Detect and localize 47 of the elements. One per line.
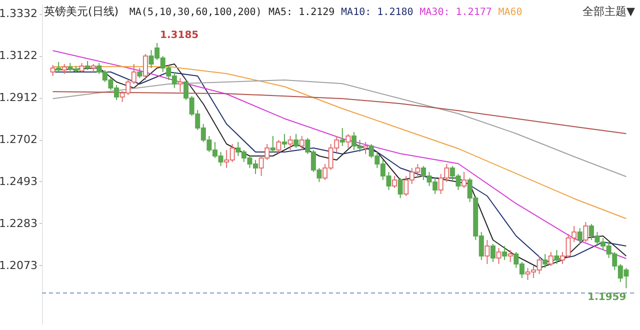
line-series — [52, 80, 627, 178]
candlestick — [484, 240, 490, 264]
candlestick — [542, 254, 548, 268]
annotation: 1.3185 — [160, 30, 199, 41]
y-tick-label: 1.3122 — [0, 49, 38, 62]
candlestick — [346, 134, 351, 148]
candlestick — [577, 228, 582, 244]
text: MA10: 1.2180 — [341, 7, 414, 18]
text: MA60 — [498, 7, 522, 18]
candlestick — [496, 248, 502, 264]
y-tick-label: 1.2702 — [0, 133, 38, 146]
candlestick — [583, 222, 588, 242]
candlestick — [79, 62, 84, 74]
candlestick — [178, 78, 183, 92]
candlestick — [282, 134, 287, 148]
y-tick-label: 1.3332 — [0, 7, 38, 20]
candlestick — [490, 244, 496, 262]
annotation: 全部主题▼ — [582, 5, 636, 18]
candlestick — [276, 140, 282, 154]
y-tick-label: 1.2912 — [0, 91, 38, 104]
candlestick — [340, 128, 345, 146]
candlestick — [56, 62, 62, 72]
chart-subtitle: MA(5,10,30,60,100,200) — [129, 7, 262, 18]
y-tick-label: 1.2493 — [0, 174, 38, 188]
candlestick — [50, 64, 56, 76]
candlestick — [548, 252, 554, 266]
candlestick — [398, 178, 403, 198]
candlestick — [554, 250, 560, 264]
candlestick — [270, 136, 276, 152]
candlestick — [62, 64, 67, 74]
y-tick-label: 1.2073 — [0, 258, 38, 272]
candlestick — [462, 172, 467, 188]
candlestick — [502, 246, 508, 260]
candlestick — [137, 68, 142, 78]
candlestick — [288, 136, 293, 150]
candlestick — [363, 142, 368, 154]
annotation: 1.1959 — [588, 292, 626, 304]
candlestick — [142, 54, 148, 80]
candlestick — [294, 134, 299, 148]
line-series — [52, 91, 627, 134]
candlestick — [508, 250, 513, 262]
chart-title: 英镑美元(日线) — [44, 5, 119, 18]
candlestick — [299, 136, 304, 150]
candlestick — [392, 176, 398, 188]
text: MA5: 1.2129 — [268, 7, 335, 18]
y-tick-label: 1.2283 — [0, 216, 38, 230]
text: MA30: 1.2177 — [420, 7, 492, 18]
